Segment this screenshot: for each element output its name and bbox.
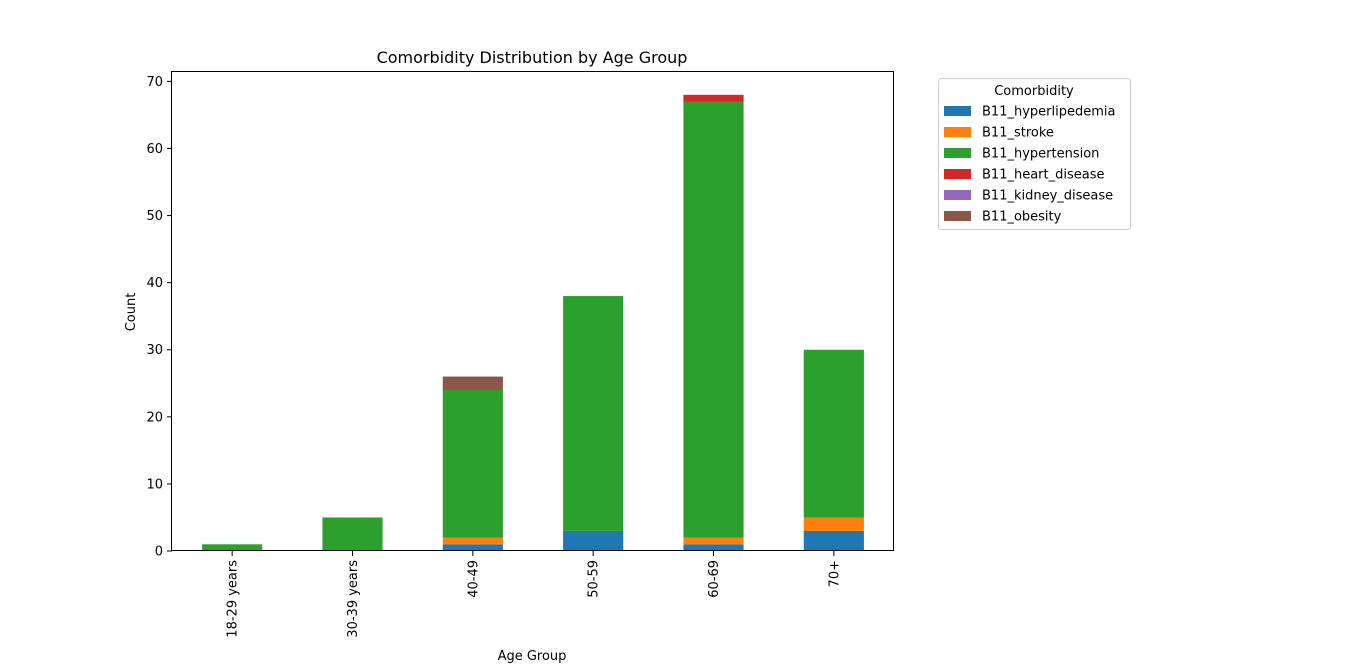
legend-swatch <box>944 148 971 158</box>
bar-segment <box>683 544 744 551</box>
x-tick-label: 18-29 years <box>226 560 241 638</box>
y-axis-label: Count <box>124 293 139 332</box>
legend-entry-label: B11_stroke <box>982 126 1054 141</box>
legend-items: B11_hyperlipedemia B11_stroke B11_hyperten… <box>944 105 1115 225</box>
bar-segment <box>803 349 864 518</box>
y-tick-label: 40 <box>146 276 163 291</box>
legend-swatch <box>944 169 971 179</box>
bar-segment <box>442 389 503 538</box>
bar-segment <box>683 101 744 538</box>
legend: Comorbidity B11_hyperlipedemia B11_stroke… <box>938 78 1131 230</box>
legend-entry-label: B11_heart_disease <box>982 168 1104 183</box>
x-tick-label: 70+ <box>827 560 842 587</box>
x-axis-label: Age Group <box>498 649 567 663</box>
y-tick-label: 60 <box>146 142 163 157</box>
bar-segment <box>803 517 864 531</box>
y-tick-label: 50 <box>146 209 163 224</box>
y-tick-label: 20 <box>146 410 163 425</box>
bar-segment <box>442 544 503 551</box>
legend-entry-label: B11_hyperlipedemia <box>982 105 1115 120</box>
bar-segment <box>442 376 503 390</box>
bar-segment <box>803 530 864 551</box>
plot-frame <box>171 71 894 551</box>
legend-entry-label: B11_kidney_disease <box>982 189 1113 204</box>
bar-segment <box>563 530 624 551</box>
y-tick-label: 10 <box>146 477 163 492</box>
y-tick-label: 70 <box>146 75 163 90</box>
x-axis: 18-29 years 30-39 years 40-49 50-59 60-69 70+ <box>226 551 842 638</box>
bar-segment <box>202 544 263 551</box>
x-tick-label: 30-39 years <box>346 560 361 638</box>
x-tick-label: 60-69 <box>707 560 722 598</box>
legend-entry-label: B11_hypertension <box>982 147 1099 162</box>
x-tick-label: 40-49 <box>466 560 481 598</box>
legend-swatch <box>944 106 971 116</box>
legend-entry-label: B11_obesity <box>982 210 1062 225</box>
x-tick-label: 50-59 <box>587 560 602 598</box>
legend-title: Comorbidity <box>994 84 1074 99</box>
y-axis: 0 10 20 30 40 50 60 70 <box>146 75 172 560</box>
y-tick-label: 0 <box>155 545 163 560</box>
bar-segment <box>683 537 744 545</box>
legend-swatch <box>944 190 971 200</box>
y-tick-label: 30 <box>146 343 163 358</box>
chart-title: Comorbidity Distribution by Age Group <box>377 48 688 67</box>
legend-frame <box>938 78 1131 230</box>
bar-segment <box>563 296 624 531</box>
bar-segment <box>442 537 503 545</box>
bars-layer <box>202 94 864 551</box>
bar-segment <box>683 94 744 102</box>
legend-swatch <box>944 127 971 137</box>
legend-swatch <box>944 211 971 221</box>
bar-segment <box>322 517 383 551</box>
